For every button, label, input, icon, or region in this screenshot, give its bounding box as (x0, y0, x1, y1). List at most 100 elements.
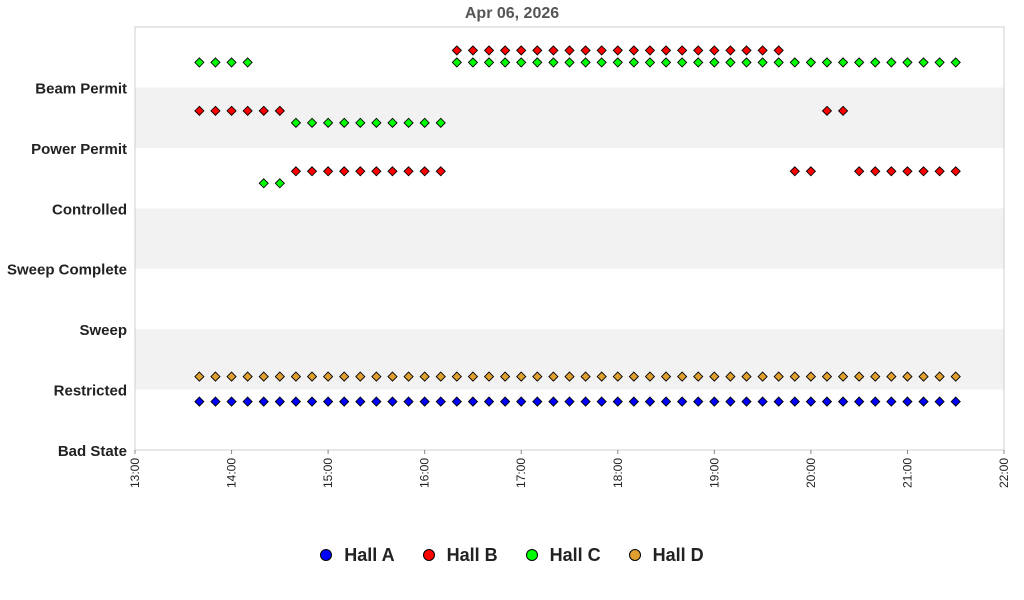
data-point (725, 45, 736, 56)
data-point (387, 117, 398, 128)
data-point (322, 371, 334, 382)
data-point (226, 105, 237, 116)
legend-item: Hall D (628, 544, 704, 566)
data-point (854, 57, 865, 68)
data-point (693, 396, 704, 407)
data-point (725, 396, 736, 407)
data-point (612, 396, 623, 407)
data-point (677, 371, 688, 382)
data-point (322, 396, 334, 407)
band-6 (135, 27, 1004, 88)
data-point (451, 57, 462, 68)
data-point (242, 371, 253, 382)
data-point (773, 45, 784, 56)
legend-marker (320, 549, 333, 561)
y-tick-label: Power Permit (31, 141, 127, 158)
y-tick-label: Controlled (52, 201, 127, 218)
data-point (709, 45, 720, 56)
data-point (628, 396, 640, 407)
data-point (274, 396, 285, 407)
data-point (419, 166, 430, 177)
data-point (725, 371, 736, 382)
data-point (644, 45, 656, 56)
data-point (628, 45, 640, 56)
data-point (902, 396, 913, 407)
data-point (918, 57, 929, 68)
axes (134, 26, 1005, 454)
data-point (419, 396, 430, 407)
data-point (322, 117, 334, 128)
band-2 (135, 268, 1004, 330)
data-point (660, 396, 672, 407)
data-point (258, 178, 269, 189)
data-point (902, 166, 913, 177)
data-point (483, 45, 495, 56)
legend-marker (525, 549, 538, 561)
data-point (950, 166, 961, 177)
plot-bands (135, 27, 1004, 450)
data-point (612, 371, 623, 382)
data-point (339, 396, 350, 407)
data-point (564, 396, 575, 407)
y-tick-label: Restricted (54, 383, 127, 400)
data-point (274, 371, 285, 382)
data-point (886, 166, 897, 177)
band-5 (135, 87, 1004, 148)
legend-label: Hall D (652, 544, 704, 565)
data-point (677, 45, 688, 56)
data-point (467, 57, 479, 68)
data-point (435, 396, 446, 407)
data-point (837, 105, 849, 116)
data-point (789, 371, 800, 382)
data-point (757, 45, 768, 56)
x-tick-label: 20:00 (804, 458, 818, 488)
data-point (355, 396, 366, 407)
data-point (789, 396, 800, 407)
data-point (773, 57, 784, 68)
x-tick-label: 14:00 (225, 458, 239, 488)
data-point (371, 117, 382, 128)
data-point (290, 371, 302, 382)
data-point (725, 57, 736, 68)
y-tick-label: Sweep Complete (7, 262, 127, 279)
data-point (258, 105, 269, 116)
x-tick-label: 16:00 (418, 458, 432, 488)
data-point (226, 57, 237, 68)
data-point (596, 396, 607, 407)
data-point (934, 396, 945, 407)
data-point (387, 371, 398, 382)
data-point (918, 371, 929, 382)
data-point (660, 57, 672, 68)
data-point (403, 117, 414, 128)
y-tick-label: Beam Permit (35, 80, 127, 97)
data-point (387, 166, 398, 177)
data-point (805, 396, 817, 407)
data-point (757, 57, 768, 68)
data-point (194, 105, 205, 116)
data-point (789, 57, 800, 68)
x-tick-label: 22:00 (997, 458, 1011, 488)
data-point (371, 371, 382, 382)
data-point (660, 45, 672, 56)
data-point (644, 396, 656, 407)
legend: Hall A Hall B Hall C Hall D (0, 540, 1024, 570)
data-point (596, 45, 607, 56)
data-point (258, 371, 269, 382)
data-point (210, 396, 221, 407)
data-point (741, 371, 752, 382)
data-point (886, 371, 897, 382)
data-point (902, 57, 913, 68)
data-point (451, 396, 462, 407)
data-point (580, 371, 591, 382)
chart: Bad State Restricted Sweep Sweep Complete Co… (7, 5, 1011, 488)
data-point (564, 371, 575, 382)
data-point (821, 105, 833, 116)
data-point (854, 166, 865, 177)
data-point (741, 396, 752, 407)
data-point (548, 371, 559, 382)
data-point (693, 371, 704, 382)
data-point (821, 371, 833, 382)
data-point (821, 57, 833, 68)
data-point (950, 396, 961, 407)
data-point (821, 396, 833, 407)
